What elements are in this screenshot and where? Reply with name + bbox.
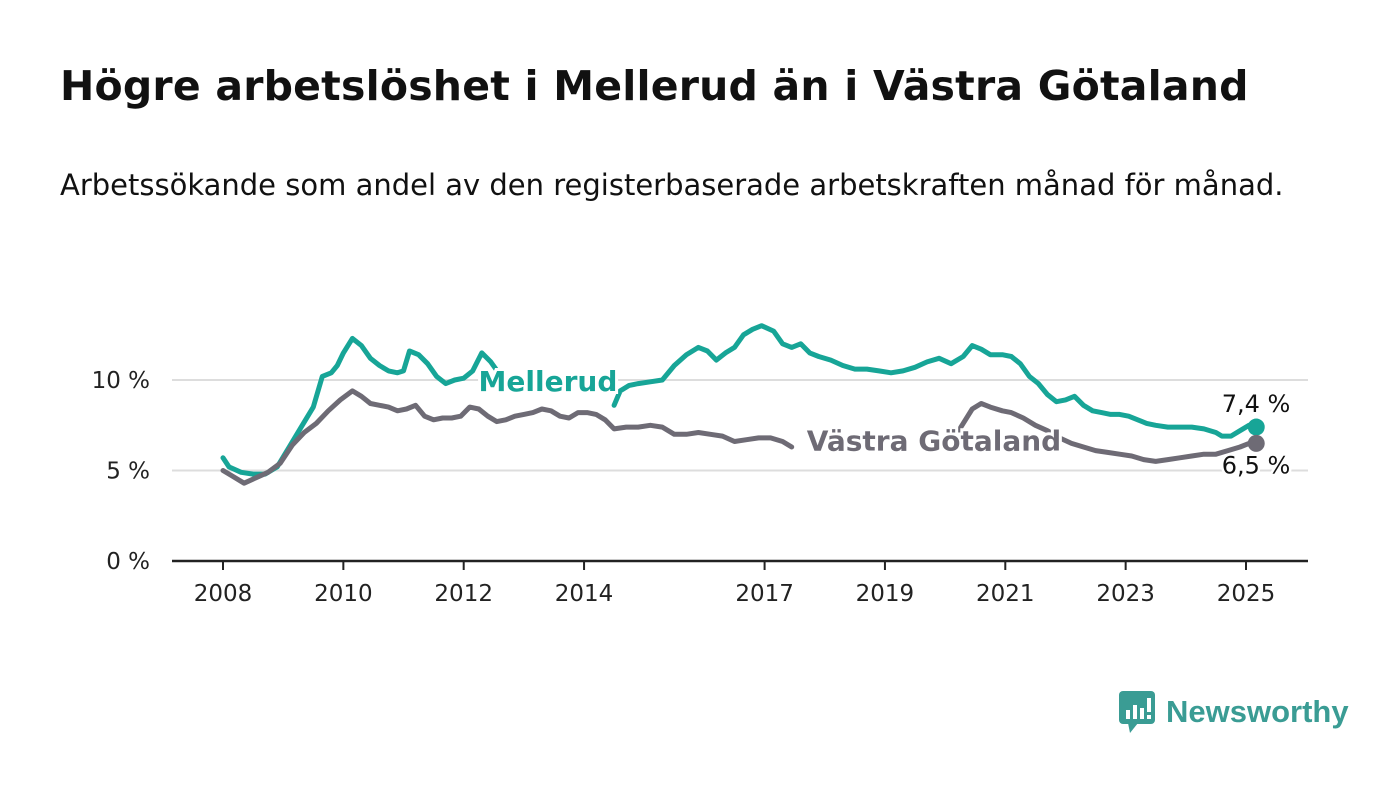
x-tick-label: 2014 — [555, 581, 614, 607]
y-tick-label: 0 % — [106, 549, 150, 575]
series-label-mellerud: Mellerud — [479, 365, 618, 398]
axes: 0 % 5 % 10 % 2008 2010 2012 2014 2017 2019 2021 20… — [92, 368, 1308, 607]
y-tick-label: 10 % — [92, 368, 150, 394]
chart-subtitle: Arbetssökande som andel av den registerb… — [60, 168, 1284, 202]
x-tick-label: 2010 — [314, 581, 373, 607]
series-labels: Mellerud Västra Götaland 7,4 % 6,5 % — [476, 362, 1293, 482]
series-line-vastra — [220, 388, 1259, 486]
gridlines — [172, 379, 1308, 472]
end-label-vastra: 6,5 % — [1222, 451, 1291, 479]
end-label-mellerud: 7,4 % — [1222, 390, 1291, 418]
series-lines — [220, 323, 1265, 486]
x-tick-label: 2012 — [434, 581, 493, 607]
x-tick-label: 2017 — [735, 581, 794, 607]
end-point-mellerud — [1247, 418, 1265, 436]
chart-title: Högre arbetslöshet i Mellerud än i Västr… — [60, 62, 1249, 110]
bar-chart-speech-bubble-icon — [1119, 691, 1155, 733]
y-tick-label: 5 % — [106, 459, 150, 485]
x-tick-label: 2025 — [1217, 581, 1276, 607]
newsworthy-logo: Newsworthy — [1118, 690, 1349, 734]
x-tick-label: 2008 — [194, 581, 253, 607]
x-tick-label: 2021 — [976, 581, 1035, 607]
brand-name: Newsworthy — [1166, 694, 1349, 729]
x-tick-label: 2019 — [856, 581, 915, 607]
end-point-vastra — [1247, 434, 1265, 452]
x-tick-label: 2023 — [1096, 581, 1155, 607]
series-label-vastra: Västra Götaland — [807, 425, 1062, 458]
